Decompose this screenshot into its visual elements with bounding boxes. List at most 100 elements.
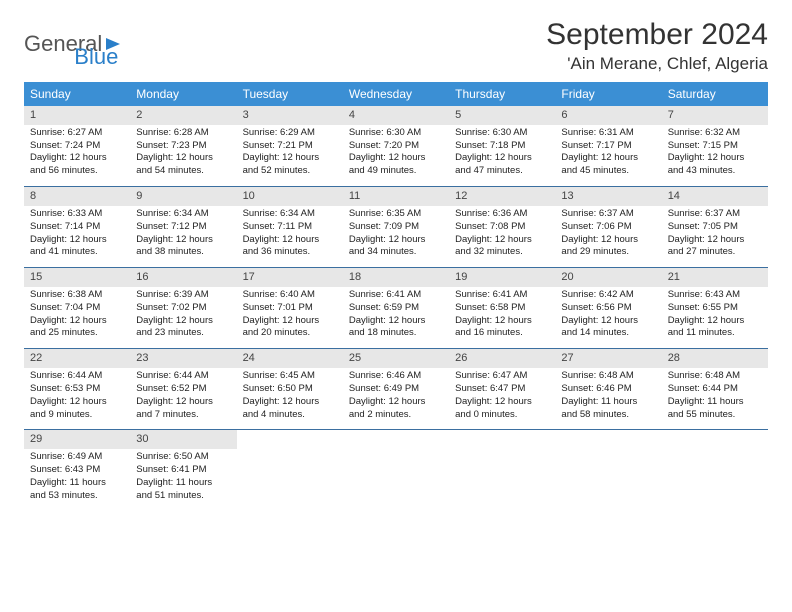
day-details: Sunrise: 6:38 AMSunset: 7:04 PMDaylight:… xyxy=(24,287,130,349)
daylight-line1: Daylight: 12 hours xyxy=(561,234,655,247)
dayname-saturday: Saturday xyxy=(662,82,768,106)
sunrise-text: Sunrise: 6:47 AM xyxy=(455,370,549,383)
sunrise-text: Sunrise: 6:45 AM xyxy=(243,370,337,383)
sunrise-text: Sunrise: 6:30 AM xyxy=(349,127,443,140)
day-details: Sunrise: 6:44 AMSunset: 6:52 PMDaylight:… xyxy=(130,368,236,430)
daylight-line1: Daylight: 11 hours xyxy=(30,477,124,490)
sunrise-text: Sunrise: 6:40 AM xyxy=(243,289,337,302)
daylight-line2: and 41 minutes. xyxy=(30,246,124,259)
logo: General Blue xyxy=(24,18,118,70)
sunrise-text: Sunrise: 6:34 AM xyxy=(243,208,337,221)
daylight-line2: and 4 minutes. xyxy=(243,409,337,422)
day-number: 28 xyxy=(662,349,768,368)
daylight-line2: and 14 minutes. xyxy=(561,327,655,340)
daylight-line2: and 9 minutes. xyxy=(30,409,124,422)
sunset-text: Sunset: 6:44 PM xyxy=(668,383,762,396)
sunset-text: Sunset: 7:11 PM xyxy=(243,221,337,234)
day-number xyxy=(662,430,768,449)
daylight-line2: and 58 minutes. xyxy=(561,409,655,422)
sunrise-text: Sunrise: 6:39 AM xyxy=(136,289,230,302)
day-details: Sunrise: 6:30 AMSunset: 7:18 PMDaylight:… xyxy=(449,125,555,187)
daylight-line2: and 53 minutes. xyxy=(30,490,124,503)
daylight-line1: Daylight: 12 hours xyxy=(136,315,230,328)
header: General Blue September 2024 'Ain Merane,… xyxy=(24,18,768,74)
day-number: 16 xyxy=(130,268,236,287)
daylight-line1: Daylight: 12 hours xyxy=(243,315,337,328)
detail-row: Sunrise: 6:44 AMSunset: 6:53 PMDaylight:… xyxy=(24,368,768,430)
sunrise-text: Sunrise: 6:33 AM xyxy=(30,208,124,221)
daylight-line2: and 55 minutes. xyxy=(668,409,762,422)
daylight-line2: and 27 minutes. xyxy=(668,246,762,259)
day-number: 22 xyxy=(24,349,130,368)
day-details: Sunrise: 6:32 AMSunset: 7:15 PMDaylight:… xyxy=(662,125,768,187)
day-number: 19 xyxy=(449,268,555,287)
day-details: Sunrise: 6:39 AMSunset: 7:02 PMDaylight:… xyxy=(130,287,236,349)
day-number: 4 xyxy=(343,106,449,125)
daylight-line1: Daylight: 12 hours xyxy=(243,234,337,247)
sunrise-text: Sunrise: 6:38 AM xyxy=(30,289,124,302)
sunrise-text: Sunrise: 6:30 AM xyxy=(455,127,549,140)
title-block: September 2024 'Ain Merane, Chlef, Alger… xyxy=(546,18,768,74)
day-number: 13 xyxy=(555,187,661,206)
dayname-wednesday: Wednesday xyxy=(343,82,449,106)
sunrise-text: Sunrise: 6:34 AM xyxy=(136,208,230,221)
sunset-text: Sunset: 7:15 PM xyxy=(668,140,762,153)
daylight-line2: and 16 minutes. xyxy=(455,327,549,340)
daylight-line2: and 45 minutes. xyxy=(561,165,655,178)
daylight-line1: Daylight: 12 hours xyxy=(668,234,762,247)
daylight-line1: Daylight: 11 hours xyxy=(136,477,230,490)
sunrise-text: Sunrise: 6:28 AM xyxy=(136,127,230,140)
day-details: Sunrise: 6:33 AMSunset: 7:14 PMDaylight:… xyxy=(24,206,130,268)
sunset-text: Sunset: 6:50 PM xyxy=(243,383,337,396)
day-number xyxy=(237,430,343,449)
daylight-line1: Daylight: 12 hours xyxy=(668,315,762,328)
sunset-text: Sunset: 6:41 PM xyxy=(136,464,230,477)
daylight-line2: and 32 minutes. xyxy=(455,246,549,259)
detail-row: Sunrise: 6:33 AMSunset: 7:14 PMDaylight:… xyxy=(24,206,768,268)
day-details: Sunrise: 6:40 AMSunset: 7:01 PMDaylight:… xyxy=(237,287,343,349)
daylight-line1: Daylight: 12 hours xyxy=(30,152,124,165)
daylight-line1: Daylight: 12 hours xyxy=(668,152,762,165)
daylight-line1: Daylight: 12 hours xyxy=(349,396,443,409)
day-number: 24 xyxy=(237,349,343,368)
sunrise-text: Sunrise: 6:35 AM xyxy=(349,208,443,221)
daylight-line1: Daylight: 12 hours xyxy=(455,234,549,247)
sunset-text: Sunset: 7:02 PM xyxy=(136,302,230,315)
location-text: 'Ain Merane, Chlef, Algeria xyxy=(546,54,768,74)
day-details: Sunrise: 6:45 AMSunset: 6:50 PMDaylight:… xyxy=(237,368,343,430)
sunrise-text: Sunrise: 6:48 AM xyxy=(561,370,655,383)
daylight-line2: and 52 minutes. xyxy=(243,165,337,178)
daylight-line1: Daylight: 12 hours xyxy=(30,396,124,409)
day-number: 11 xyxy=(343,187,449,206)
daylight-line2: and 18 minutes. xyxy=(349,327,443,340)
daylight-line1: Daylight: 12 hours xyxy=(561,315,655,328)
day-number: 12 xyxy=(449,187,555,206)
sunset-text: Sunset: 7:21 PM xyxy=(243,140,337,153)
daylight-line2: and 54 minutes. xyxy=(136,165,230,178)
sunset-text: Sunset: 7:01 PM xyxy=(243,302,337,315)
daylight-line2: and 34 minutes. xyxy=(349,246,443,259)
sunrise-text: Sunrise: 6:49 AM xyxy=(30,451,124,464)
sunset-text: Sunset: 6:52 PM xyxy=(136,383,230,396)
daylight-line1: Daylight: 12 hours xyxy=(243,152,337,165)
sunrise-text: Sunrise: 6:46 AM xyxy=(349,370,443,383)
day-number: 18 xyxy=(343,268,449,287)
sunset-text: Sunset: 7:20 PM xyxy=(349,140,443,153)
daylight-line2: and 7 minutes. xyxy=(136,409,230,422)
daylight-line1: Daylight: 12 hours xyxy=(455,152,549,165)
day-number: 21 xyxy=(662,268,768,287)
day-details: Sunrise: 6:49 AMSunset: 6:43 PMDaylight:… xyxy=(24,449,130,510)
sunset-text: Sunset: 6:46 PM xyxy=(561,383,655,396)
daylight-line2: and 56 minutes. xyxy=(30,165,124,178)
month-title: September 2024 xyxy=(546,18,768,52)
sunrise-text: Sunrise: 6:37 AM xyxy=(561,208,655,221)
daylight-line1: Daylight: 12 hours xyxy=(455,396,549,409)
detail-row: Sunrise: 6:27 AMSunset: 7:24 PMDaylight:… xyxy=(24,125,768,187)
day-details: Sunrise: 6:30 AMSunset: 7:20 PMDaylight:… xyxy=(343,125,449,187)
dayname-monday: Monday xyxy=(130,82,236,106)
detail-row: Sunrise: 6:49 AMSunset: 6:43 PMDaylight:… xyxy=(24,449,768,510)
sunset-text: Sunset: 6:58 PM xyxy=(455,302,549,315)
day-details xyxy=(449,449,555,510)
day-details: Sunrise: 6:42 AMSunset: 6:56 PMDaylight:… xyxy=(555,287,661,349)
daylight-line2: and 43 minutes. xyxy=(668,165,762,178)
